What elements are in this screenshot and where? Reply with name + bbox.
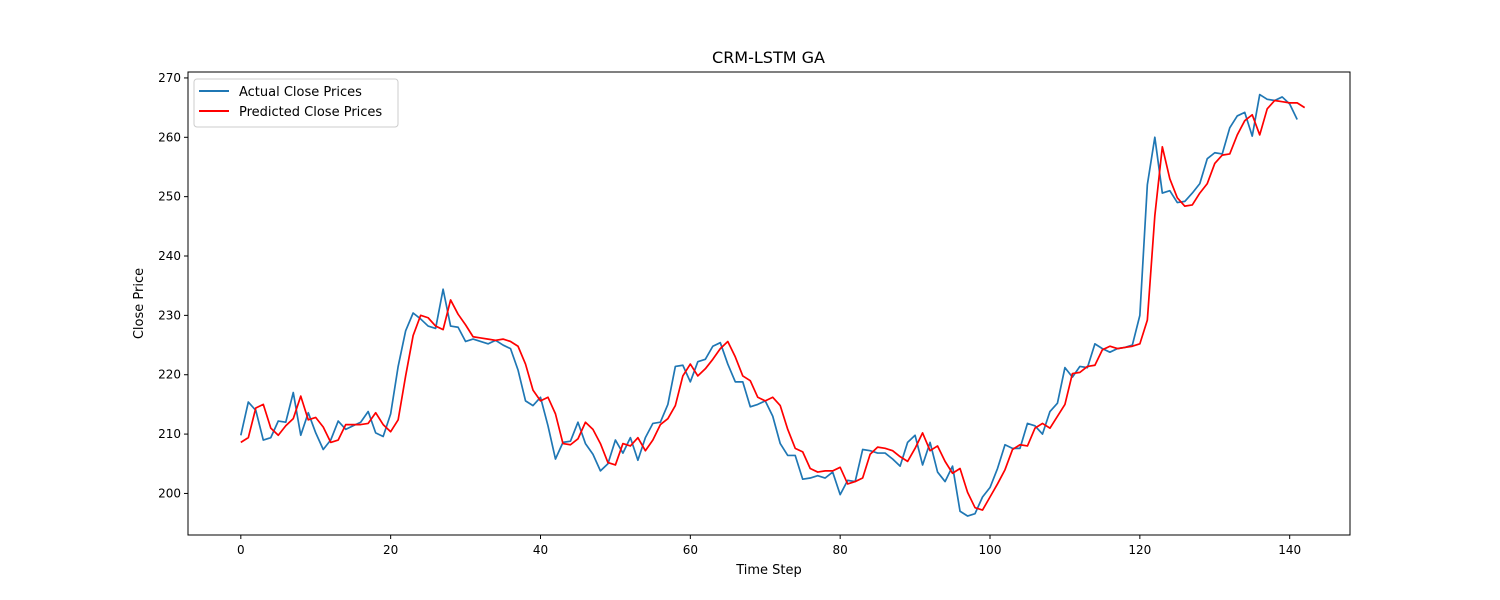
y-tick-label: 270 — [158, 71, 181, 85]
x-tick-label: 40 — [533, 543, 548, 557]
x-tick-label: 60 — [683, 543, 698, 557]
y-tick-label: 260 — [158, 130, 181, 144]
y-tick-label: 210 — [158, 427, 181, 441]
y-tick-label: 230 — [158, 308, 181, 322]
y-axis-label: Close Price — [132, 268, 147, 339]
legend-box — [193, 78, 399, 128]
x-tick-label: 140 — [1278, 543, 1301, 557]
y-tick-label: 220 — [158, 368, 181, 382]
x-axis: 0 20 40 60 80 100 120 140 — [237, 535, 1301, 557]
chart-title: CRM-LSTM GA — [712, 48, 825, 67]
legend: Actual Close Prices Predicted Close Pric… — [193, 78, 399, 128]
x-tick-label: 100 — [979, 543, 1002, 557]
y-tick-label: 200 — [158, 486, 181, 500]
plot-frame — [187, 71, 1351, 536]
x-tick-label: 0 — [237, 543, 245, 557]
series-line-predicted — [240, 99, 1306, 511]
x-tick-label: 120 — [1128, 543, 1151, 557]
y-tick-label: 250 — [158, 190, 181, 204]
x-tick-label: 20 — [383, 543, 398, 557]
y-tick-label: 240 — [158, 249, 181, 263]
x-axis-label: Time Step — [735, 563, 802, 578]
x-tick-label: 80 — [833, 543, 848, 557]
legend-label-actual: Actual Close Prices — [239, 85, 362, 100]
plot-lines — [239, 93, 1306, 517]
y-axis: 200 210 220 230 240 250 260 270 — [158, 71, 188, 500]
legend-label-predicted: Predicted Close Prices — [239, 105, 382, 120]
